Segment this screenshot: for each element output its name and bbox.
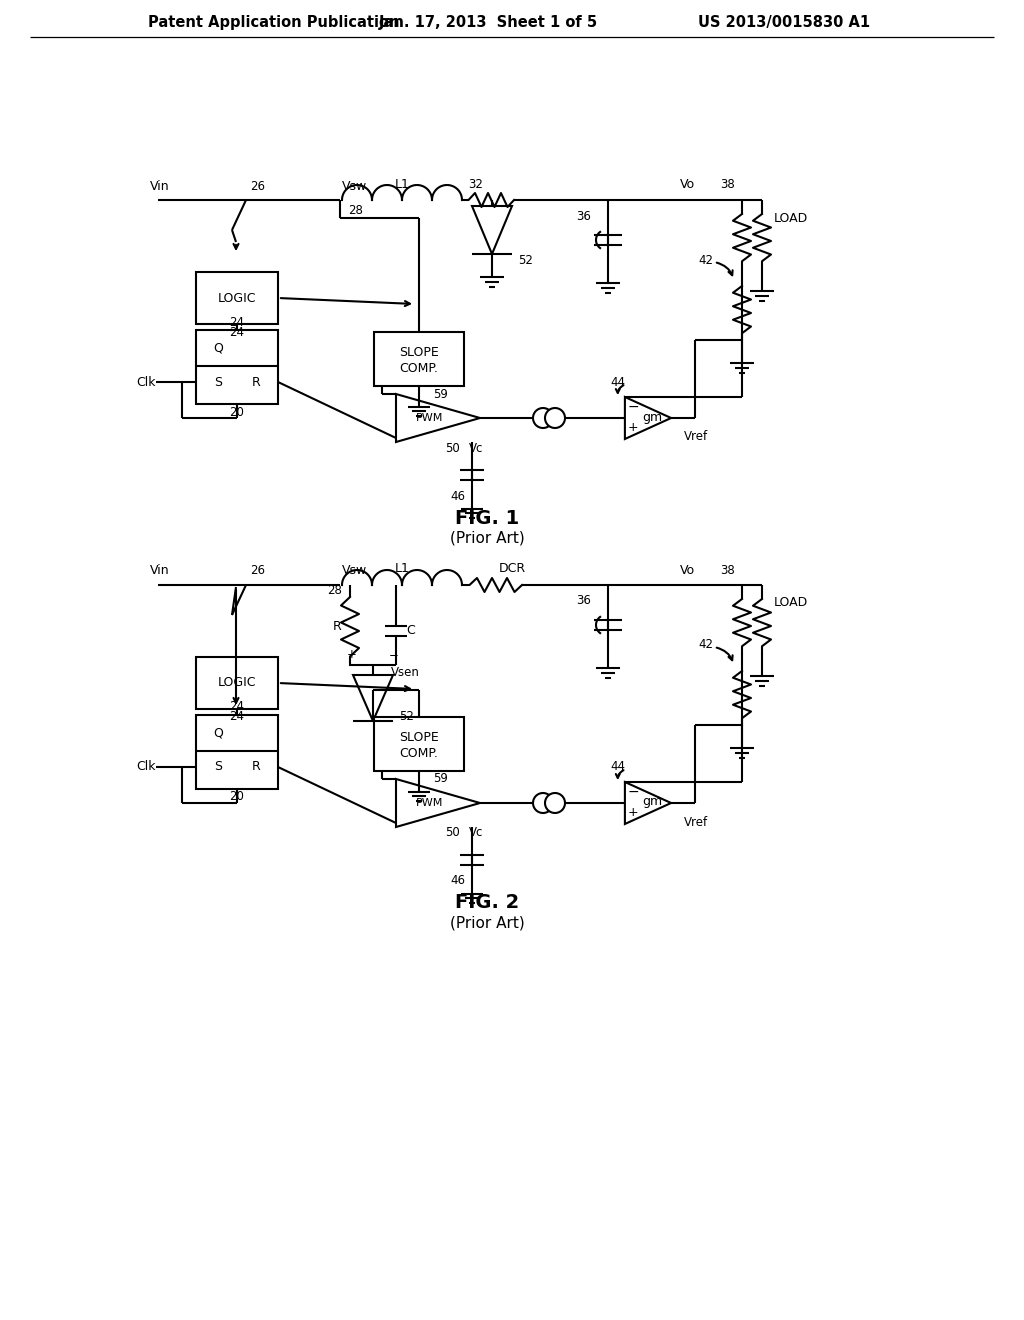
Text: LOGIC: LOGIC [218, 292, 256, 305]
Text: 46: 46 [451, 874, 466, 887]
Text: +: + [628, 421, 638, 434]
Text: −: − [389, 648, 399, 661]
Text: 52: 52 [518, 253, 532, 267]
Text: 20: 20 [229, 405, 245, 418]
Text: C: C [407, 624, 416, 638]
Text: −: − [627, 784, 639, 799]
Circle shape [545, 408, 565, 428]
Text: (Prior Art): (Prior Art) [450, 916, 524, 931]
Text: COMP.: COMP. [399, 747, 438, 760]
Text: FIG. 1: FIG. 1 [455, 508, 519, 528]
Text: +: + [347, 648, 357, 661]
Circle shape [545, 793, 565, 813]
Text: L1: L1 [394, 177, 410, 190]
Text: Vo: Vo [680, 565, 695, 578]
Text: SLOPE: SLOPE [399, 731, 439, 744]
Text: 59: 59 [433, 772, 447, 785]
Text: LOAD: LOAD [774, 597, 808, 610]
Text: 36: 36 [577, 210, 592, 223]
Text: 42: 42 [698, 639, 714, 652]
Text: Q: Q [213, 342, 223, 355]
Text: Q: Q [213, 726, 223, 739]
Text: Vc: Vc [469, 441, 483, 454]
Polygon shape [472, 206, 512, 253]
Text: PWM: PWM [416, 413, 443, 422]
Text: Vsw: Vsw [342, 565, 368, 578]
Text: LOAD: LOAD [774, 211, 808, 224]
Bar [374, 333, 464, 385]
Bar [196, 330, 278, 404]
Bar [196, 657, 278, 709]
Text: 38: 38 [720, 177, 735, 190]
Polygon shape [625, 397, 671, 440]
Text: Vsen: Vsen [391, 667, 420, 680]
Text: 44: 44 [610, 760, 626, 774]
Text: 52: 52 [399, 710, 414, 723]
Polygon shape [625, 781, 671, 824]
Text: S: S [214, 375, 222, 388]
Text: R: R [252, 375, 260, 388]
Text: 36: 36 [577, 594, 592, 607]
Text: Vsw: Vsw [342, 180, 368, 193]
Text: 38: 38 [720, 565, 735, 578]
Text: −: − [627, 400, 639, 413]
Text: 44: 44 [610, 375, 626, 388]
Polygon shape [353, 675, 393, 721]
Text: US 2013/0015830 A1: US 2013/0015830 A1 [698, 15, 870, 29]
Text: R: R [333, 620, 341, 634]
Text: L1: L1 [394, 562, 410, 576]
Text: Vc: Vc [469, 826, 483, 840]
Text: S: S [214, 760, 222, 774]
Text: 24: 24 [229, 701, 245, 714]
Text: PWM: PWM [416, 799, 443, 808]
Text: +: + [628, 807, 638, 818]
Text: Vin: Vin [150, 180, 170, 193]
Bar [196, 272, 278, 323]
Text: 24: 24 [229, 326, 245, 338]
Text: COMP.: COMP. [399, 362, 438, 375]
Text: 59: 59 [433, 388, 447, 400]
Circle shape [534, 408, 553, 428]
Text: 50: 50 [445, 826, 460, 840]
Text: SLOPE: SLOPE [399, 346, 439, 359]
Text: DCR: DCR [499, 562, 525, 576]
Text: 32: 32 [469, 177, 483, 190]
Text: Vref: Vref [684, 430, 709, 444]
Text: 46: 46 [451, 490, 466, 503]
Text: FIG. 2: FIG. 2 [455, 894, 519, 912]
Text: Vin: Vin [150, 565, 170, 578]
Text: (Prior Art): (Prior Art) [450, 531, 524, 545]
Text: Clk: Clk [136, 760, 156, 774]
Text: 50: 50 [445, 441, 460, 454]
Bar [374, 717, 464, 771]
Text: 42: 42 [698, 253, 714, 267]
Polygon shape [396, 393, 480, 442]
Text: 20: 20 [229, 791, 245, 804]
Text: 24: 24 [229, 710, 245, 723]
Text: 28: 28 [348, 203, 362, 216]
Text: Jan. 17, 2013  Sheet 1 of 5: Jan. 17, 2013 Sheet 1 of 5 [379, 15, 598, 29]
Text: 28: 28 [327, 583, 342, 597]
Text: LOGIC: LOGIC [218, 676, 256, 689]
Text: R: R [252, 760, 260, 774]
Text: Clk: Clk [136, 375, 156, 388]
Text: 26: 26 [250, 565, 265, 578]
Text: gm: gm [642, 796, 663, 808]
Text: Vref: Vref [684, 816, 709, 829]
Text: Vo: Vo [680, 177, 695, 190]
Text: Patent Application Publication: Patent Application Publication [148, 15, 399, 29]
Text: gm: gm [642, 411, 663, 424]
Polygon shape [396, 779, 480, 828]
Text: 26: 26 [250, 180, 265, 193]
Circle shape [534, 793, 553, 813]
Bar [196, 715, 278, 789]
Text: 24: 24 [229, 315, 245, 329]
